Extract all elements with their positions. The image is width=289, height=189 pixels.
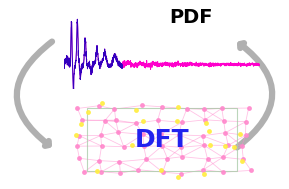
Text: DFT: DFT xyxy=(134,128,189,152)
Text: PDF: PDF xyxy=(170,8,213,27)
